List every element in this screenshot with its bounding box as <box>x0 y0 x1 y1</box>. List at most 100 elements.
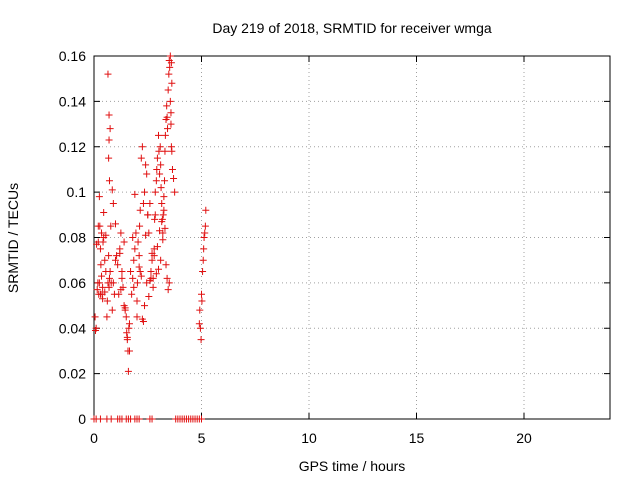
data-point <box>132 229 140 237</box>
data-point <box>148 249 156 257</box>
data-point <box>142 231 150 239</box>
data-point <box>108 306 116 314</box>
data-point <box>98 229 106 237</box>
data-point <box>91 313 99 321</box>
data-point <box>198 297 206 305</box>
data-point <box>198 415 205 423</box>
data-point <box>129 274 137 282</box>
data-point <box>95 193 103 201</box>
data-point <box>149 283 157 291</box>
data-point <box>152 177 160 185</box>
data-point <box>135 415 143 423</box>
data-point <box>105 283 113 291</box>
data-point <box>123 329 131 337</box>
data-point <box>129 234 137 241</box>
data-point <box>195 320 203 328</box>
y-tick-label: 0.04 <box>59 320 86 336</box>
data-point <box>107 222 115 230</box>
data-point <box>159 236 167 244</box>
y-tick-label: 0.02 <box>59 366 86 382</box>
data-point <box>199 268 207 276</box>
data-point <box>120 238 128 246</box>
data-point <box>168 147 176 155</box>
data-point <box>155 265 162 273</box>
data-point <box>106 268 114 276</box>
data-point <box>201 229 209 237</box>
data-point <box>161 177 169 185</box>
data-point <box>161 131 169 139</box>
data-point <box>167 109 175 117</box>
data-point <box>101 288 109 296</box>
data-point <box>125 347 133 355</box>
data-point <box>201 222 209 230</box>
data-point <box>151 215 159 223</box>
y-tick-label: 0.1 <box>67 184 87 200</box>
data-point <box>146 199 154 207</box>
data-point <box>127 268 135 276</box>
data-point <box>131 245 139 253</box>
data-point <box>133 313 141 321</box>
data-point <box>157 256 165 264</box>
data-point <box>112 220 119 228</box>
data-point <box>153 165 161 173</box>
y-tick-label: 0 <box>78 411 86 427</box>
data-point <box>112 256 119 264</box>
data-point <box>199 256 207 264</box>
data-point <box>124 367 132 375</box>
data-point <box>100 209 108 217</box>
data-point <box>202 206 210 214</box>
data-point <box>171 188 179 196</box>
data-point <box>103 313 111 321</box>
data-point <box>96 222 104 230</box>
data-point <box>109 199 117 207</box>
y-tick-label: 0.16 <box>59 48 86 64</box>
data-point <box>117 229 125 237</box>
data-point <box>151 188 159 196</box>
data-point <box>104 70 112 78</box>
data-point <box>164 86 172 94</box>
data-point <box>92 324 100 332</box>
data-point <box>121 304 129 312</box>
y-tick-labels: 0 0.02 0.04 0.06 0.08 0.1 0.12 0.14 0.16 <box>59 48 86 427</box>
data-point <box>131 190 139 198</box>
data-point <box>118 268 126 276</box>
data-point <box>166 52 174 60</box>
data-point <box>148 256 156 264</box>
data-point <box>105 274 113 282</box>
data-point <box>141 188 149 196</box>
data-point <box>137 154 145 162</box>
data-point <box>158 199 166 207</box>
data-point <box>156 227 164 235</box>
data-point <box>135 263 143 271</box>
data-point <box>160 193 168 201</box>
data-point <box>134 238 142 246</box>
data-point <box>99 283 107 291</box>
data-point <box>157 184 165 192</box>
data-point <box>164 286 172 294</box>
data-point <box>115 290 123 298</box>
data-points <box>90 52 210 423</box>
data-point <box>105 154 113 162</box>
data-point <box>108 186 116 194</box>
data-point <box>133 279 141 287</box>
data-point <box>165 279 173 287</box>
data-point <box>106 125 114 133</box>
data-point <box>122 313 130 321</box>
data-point <box>153 243 161 251</box>
y-tick-label: 0.06 <box>59 275 86 291</box>
data-point <box>139 317 147 325</box>
data-point <box>96 245 104 253</box>
data-point <box>162 261 170 269</box>
data-point <box>165 70 173 78</box>
data-point <box>166 97 174 105</box>
data-point <box>97 261 105 269</box>
data-point <box>118 274 126 282</box>
data-point <box>109 279 117 287</box>
data-point <box>128 290 136 298</box>
data-point <box>148 415 156 423</box>
data-point <box>168 165 176 173</box>
data-point <box>96 415 104 423</box>
data-point <box>196 324 204 332</box>
data-point <box>155 147 163 155</box>
x-tick-label: 0 <box>90 430 98 446</box>
